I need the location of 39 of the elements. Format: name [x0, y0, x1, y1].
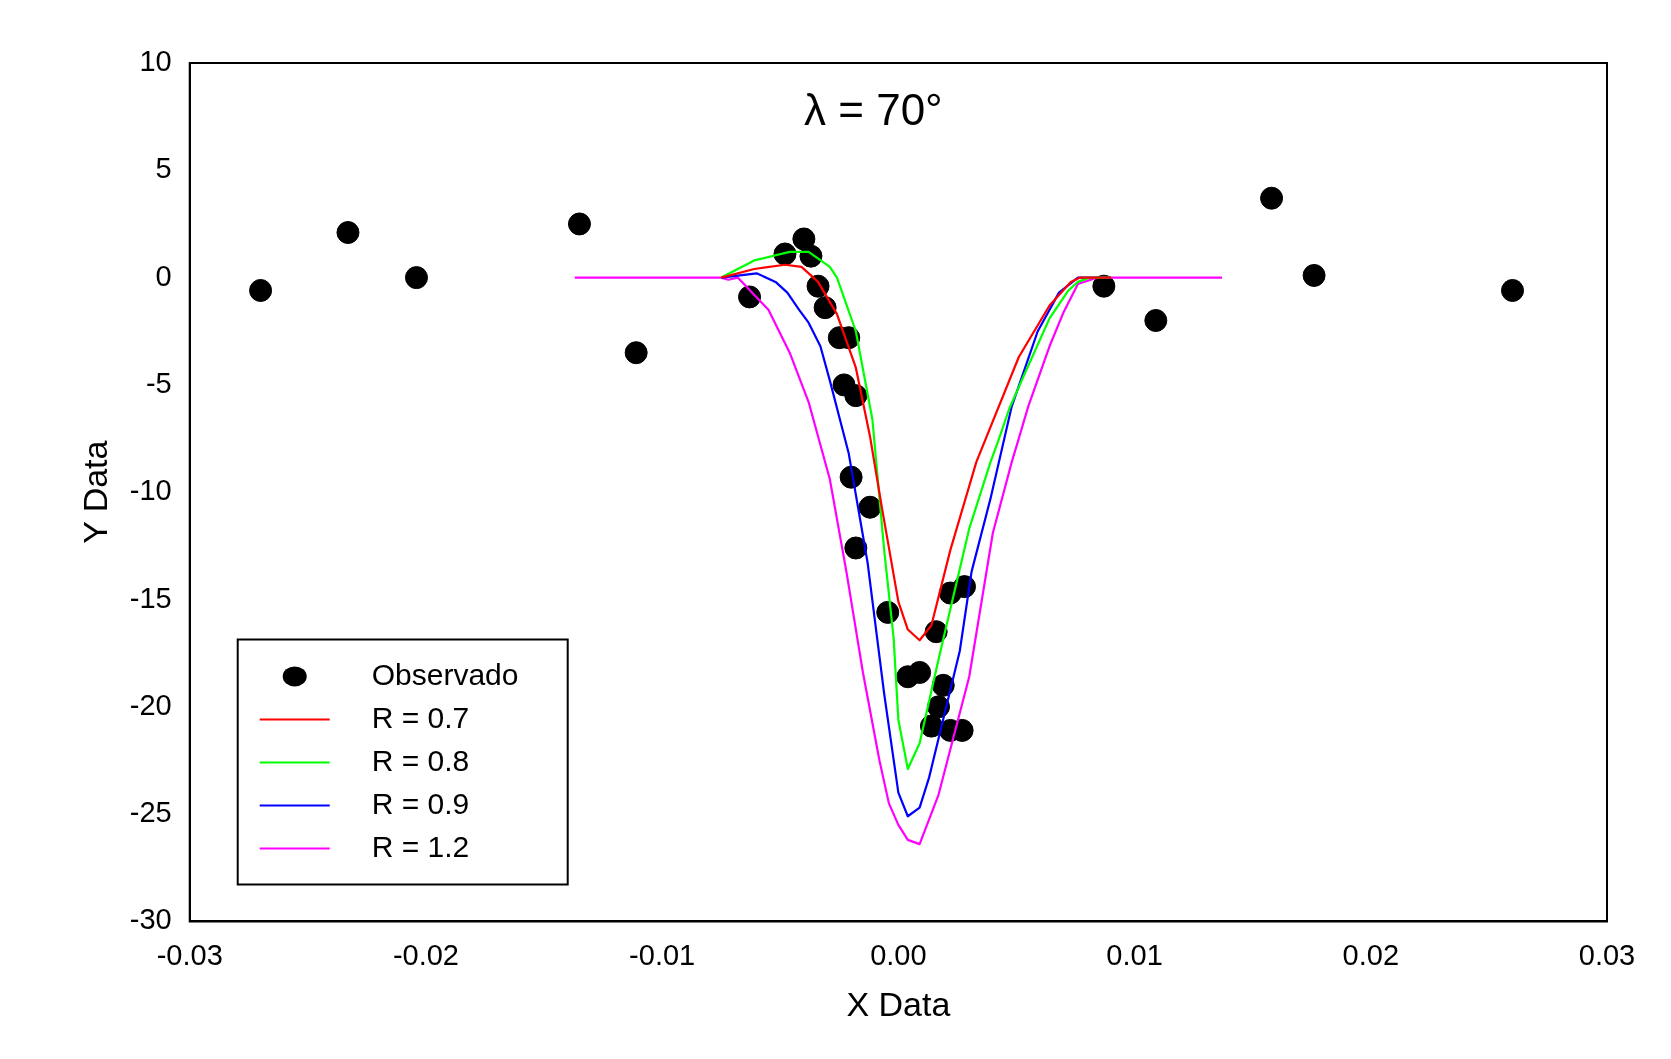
legend-label: Observado — [371, 657, 519, 691]
point — [1501, 278, 1525, 302]
point — [792, 227, 816, 251]
y-tick-label: -20 — [129, 688, 172, 721]
x-axis-title: X Data — [846, 984, 951, 1023]
point — [813, 296, 837, 320]
x-tick-label: 0.03 — [1578, 938, 1636, 971]
text: λ = 70° — [804, 85, 943, 135]
y-tick-label: 10 — [139, 45, 172, 77]
y-tick-label: 5 — [155, 152, 172, 185]
point — [844, 536, 868, 560]
y-tick-label: -5 — [145, 366, 172, 399]
point — [1092, 274, 1116, 298]
point — [858, 495, 882, 519]
x-tick-label: 0.01 — [1106, 938, 1163, 971]
point — [336, 221, 360, 245]
y-tick-label: -15 — [129, 581, 172, 614]
point — [567, 212, 591, 236]
legend-label: R = 0.8 — [371, 743, 470, 777]
x-tick-label: -0.03 — [156, 938, 223, 971]
y-tick-label: 0 — [155, 259, 172, 292]
y-tick-label: -25 — [129, 796, 172, 829]
point — [908, 660, 932, 684]
y-tick-label: -10 — [129, 474, 172, 507]
legend-label: R = 0.9 — [371, 786, 470, 820]
point — [1144, 309, 1168, 333]
point — [249, 278, 273, 302]
point — [1260, 186, 1284, 210]
y-tick-label: -30 — [129, 903, 172, 936]
x-tick-label: 0.02 — [1342, 938, 1400, 971]
legend-label: R = 0.7 — [371, 700, 470, 734]
y-axis-title: Y Data — [75, 440, 114, 544]
point — [404, 266, 428, 290]
x-tick-label: -0.01 — [629, 938, 696, 971]
x-tick-label: -0.02 — [392, 938, 459, 971]
point — [624, 341, 648, 365]
x-tick-label: 0.00 — [870, 938, 927, 971]
legend-label: R = 1.2 — [371, 829, 470, 863]
point — [1302, 263, 1326, 287]
